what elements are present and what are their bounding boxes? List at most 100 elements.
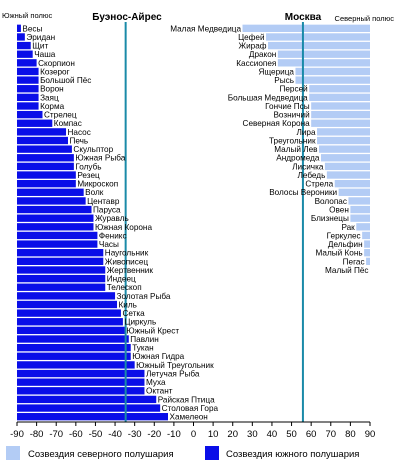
south-bar-label: Киль xyxy=(119,300,137,309)
north-bar xyxy=(350,214,370,222)
south-bar-label: Сетка xyxy=(122,309,145,318)
south-bar xyxy=(17,326,125,335)
north-bar-label: Лисичка xyxy=(292,162,324,171)
x-tick-label: -90 xyxy=(10,429,24,440)
south-bar xyxy=(17,154,74,162)
north-bar xyxy=(295,67,370,76)
north-bar-label: Дельфин xyxy=(328,240,363,249)
south-bar-label: Паруса xyxy=(93,206,121,215)
south-bar xyxy=(17,197,86,205)
south-bar xyxy=(17,257,104,266)
south-bar-label: Заяц xyxy=(40,93,59,102)
north-bar xyxy=(317,128,370,136)
south-bar xyxy=(17,41,31,50)
south-bar-label: Павлин xyxy=(130,335,158,344)
north-bar xyxy=(334,179,370,188)
x-tick-label: 30 xyxy=(247,429,258,440)
south-bar-label: Южная Рыба xyxy=(75,154,125,163)
south-bar xyxy=(17,369,145,378)
north-bar-label: Геркулес xyxy=(327,231,361,240)
south-bar xyxy=(17,205,92,214)
legend-south-label: Созвездия южного полушария xyxy=(226,449,359,460)
south-bar xyxy=(17,266,106,274)
south-bar xyxy=(17,404,161,412)
south-bar xyxy=(17,274,106,283)
south-pole-label: Южный полюс xyxy=(2,11,52,20)
north-bar xyxy=(348,197,370,205)
north-bar xyxy=(350,205,370,214)
south-bar xyxy=(17,110,43,119)
south-bar xyxy=(17,283,106,291)
south-bar xyxy=(17,145,72,153)
south-bar-label: Телескоп xyxy=(107,283,142,292)
x-tick-label: 80 xyxy=(345,429,356,440)
x-tick-label: -70 xyxy=(49,429,63,440)
north-bar xyxy=(311,119,370,127)
south-bar xyxy=(17,50,33,58)
north-bar-label: Волосы Вероники xyxy=(269,188,337,197)
south-bar-label: Микроскоп xyxy=(77,180,118,189)
x-tick-label: 50 xyxy=(286,429,297,440)
north-bar xyxy=(311,110,370,119)
south-bar-label: Скорпион xyxy=(38,59,75,68)
south-bar xyxy=(17,300,118,309)
north-bar-label: Ящерица xyxy=(258,67,294,76)
south-bar-label: Насос xyxy=(68,128,91,137)
north-bar xyxy=(295,76,370,84)
x-tick-label: 40 xyxy=(267,429,278,440)
south-bar xyxy=(17,128,67,136)
x-tick-label: -50 xyxy=(89,429,103,440)
x-tick-label: 60 xyxy=(306,429,317,440)
x-tick-label: 10 xyxy=(208,429,219,440)
south-bar xyxy=(17,171,76,179)
south-bar-label: Стрелец xyxy=(44,111,77,120)
north-bar xyxy=(320,154,370,162)
south-bar-label: Печь xyxy=(69,136,88,145)
north-bar xyxy=(338,188,370,196)
south-bar-label: Муха xyxy=(146,378,166,387)
south-bar xyxy=(17,231,98,240)
bar-labels: ВесыЭриданЩитЧашаСкорпионКозерогБольшой … xyxy=(22,24,368,421)
north-bar xyxy=(364,240,370,248)
north-bar-label: Дракон xyxy=(249,50,276,59)
north-bar-label: Стрела xyxy=(305,180,333,189)
south-bar xyxy=(17,102,39,110)
south-bar-label: Центавр xyxy=(87,197,120,206)
x-tick-label: -30 xyxy=(128,429,142,440)
x-tick-label: 0 xyxy=(191,429,196,440)
x-tick-label: -60 xyxy=(69,429,83,440)
north-bar xyxy=(242,24,370,32)
north-bar-label: Волопас xyxy=(315,197,347,206)
south-bar-label: Волк xyxy=(85,188,104,197)
south-bar-label: Журавль xyxy=(95,214,129,223)
north-bar xyxy=(268,41,370,50)
x-tick-label: -40 xyxy=(108,429,122,440)
north-bar-label: Северная Корона xyxy=(243,119,311,128)
south-bar-label: Столовая Гора xyxy=(162,404,219,413)
south-bar xyxy=(17,249,104,257)
north-pole-label: Северный полюс xyxy=(335,14,395,23)
south-bar xyxy=(17,67,39,76)
south-bar xyxy=(17,395,157,404)
north-bar-label: Рысь xyxy=(274,76,294,85)
legend-north-swatch xyxy=(6,446,20,460)
x-tick-label: 90 xyxy=(365,429,376,440)
north-bar xyxy=(317,136,370,145)
north-bar xyxy=(356,223,370,231)
south-bar-label: Райская Птица xyxy=(158,395,215,404)
south-bar-label: Жертвенник xyxy=(107,266,154,275)
north-bar-label: Рак xyxy=(341,223,355,232)
x-tick-label: -10 xyxy=(167,429,181,440)
north-bar-label: Кассиопея xyxy=(236,59,276,68)
south-bar xyxy=(17,179,76,188)
north-bar-label: Пегас xyxy=(343,257,365,266)
south-bar-label: Южная Гидра xyxy=(132,352,184,361)
north-bar xyxy=(326,171,370,179)
south-bar xyxy=(17,240,98,248)
x-tick-label: -20 xyxy=(147,429,161,440)
south-bar-label: Корма xyxy=(40,102,65,111)
south-bar-label: Щит xyxy=(32,42,48,51)
south-bar-label: Золотая Рыба xyxy=(117,292,171,301)
south-bar xyxy=(17,119,53,127)
